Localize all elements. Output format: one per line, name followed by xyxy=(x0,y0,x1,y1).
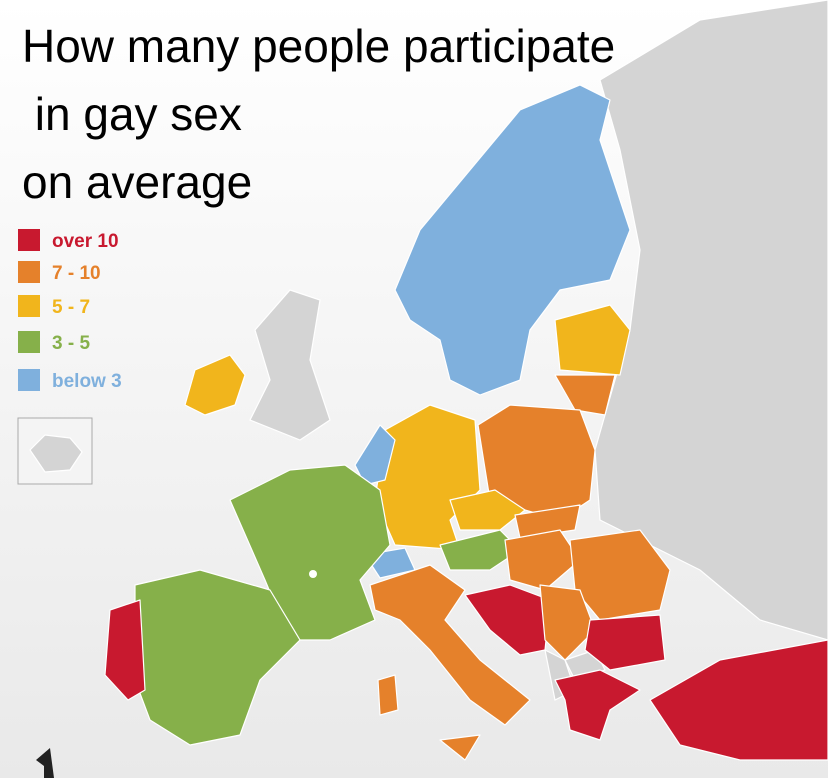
greece xyxy=(554,669,641,741)
balkans xyxy=(464,584,551,656)
title-line: in gay sex xyxy=(22,88,242,140)
legend-swatch xyxy=(18,229,40,251)
estonia-latvia xyxy=(554,304,631,376)
legend-swatch xyxy=(18,331,40,353)
lithuania xyxy=(554,374,616,416)
logo xyxy=(36,748,54,778)
serbia xyxy=(539,584,596,661)
hungary xyxy=(504,529,581,591)
legend-label: over 10 xyxy=(52,231,119,252)
slovakia xyxy=(514,504,581,539)
legend-swatch xyxy=(18,295,40,317)
scandinavia xyxy=(394,84,631,396)
legend-swatch xyxy=(18,369,40,391)
ireland xyxy=(184,354,246,416)
legend-swatch xyxy=(18,261,40,283)
bulgaria xyxy=(584,614,666,671)
legend-label: below 3 xyxy=(52,371,122,392)
legend-label: 5 - 7 xyxy=(52,297,90,318)
spain xyxy=(134,569,301,746)
title-line: on average xyxy=(22,156,252,208)
italy xyxy=(369,564,531,726)
czechia xyxy=(449,489,526,531)
legend-label: 7 - 10 xyxy=(52,263,101,284)
title-line: How many people participate xyxy=(22,20,615,72)
iceland xyxy=(29,434,83,473)
portugal xyxy=(104,599,146,701)
uk xyxy=(249,289,331,441)
sardinia xyxy=(377,674,399,716)
countries xyxy=(104,84,828,761)
austria xyxy=(439,529,521,571)
paris-dot xyxy=(309,570,317,578)
legend-label: 3 - 5 xyxy=(52,333,90,354)
turkey xyxy=(649,639,828,761)
legend: over 10 7 - 10 5 - 7 3 - 5 below 3 xyxy=(18,229,122,392)
sicily xyxy=(439,734,481,761)
